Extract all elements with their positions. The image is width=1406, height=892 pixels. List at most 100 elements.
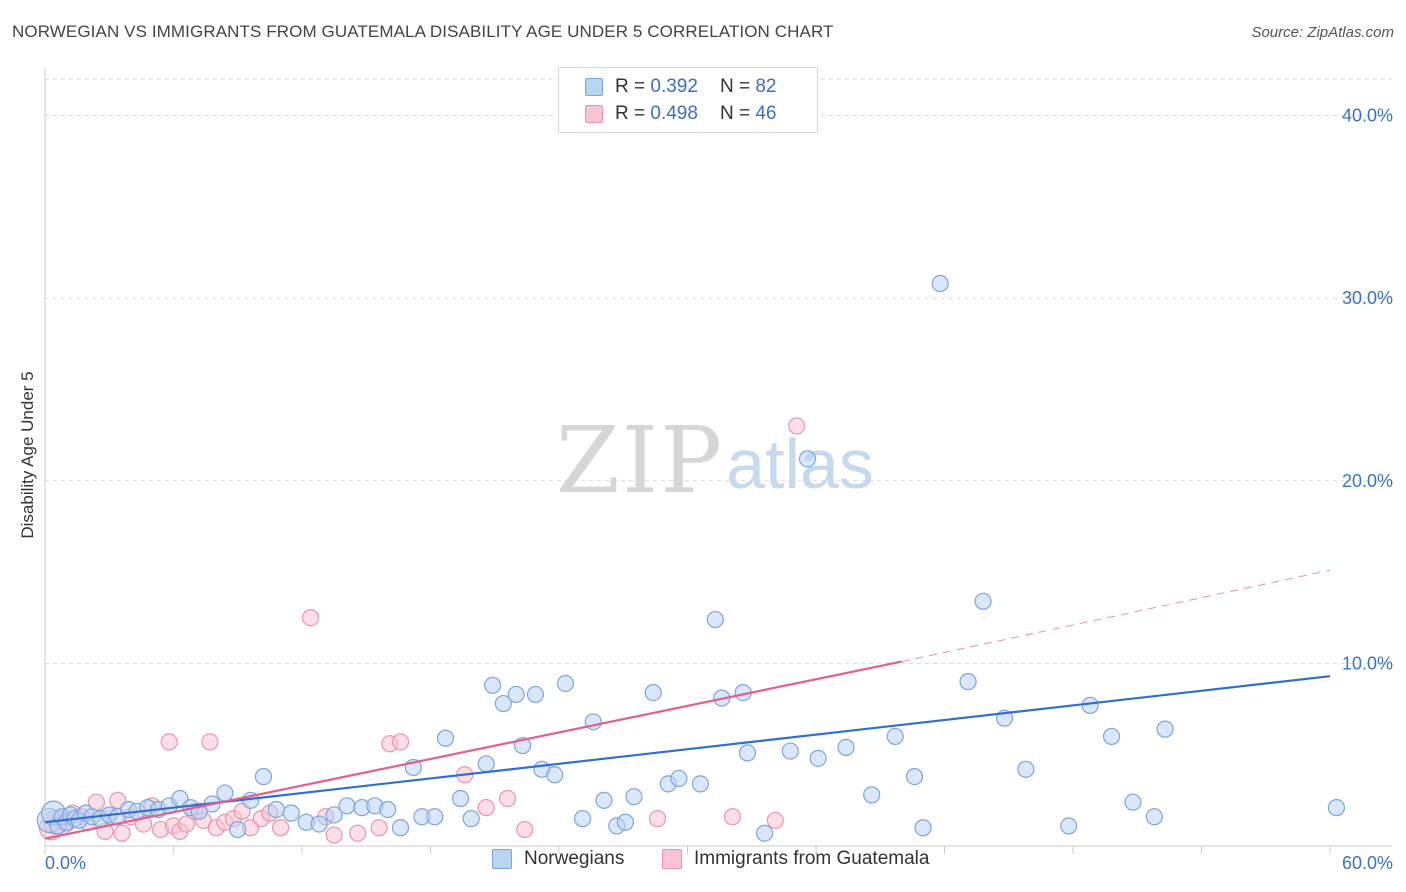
data-point: [974, 592, 992, 610]
data-point: [113, 824, 131, 842]
r-value: 0.392: [650, 76, 698, 97]
data-point: [1081, 696, 1099, 714]
data-point: [1060, 817, 1078, 835]
legend-row-guatemala: R = 0.498 N = 46: [585, 101, 776, 127]
legend-row-norwegians: R = 0.392 N = 82: [585, 74, 776, 100]
data-point: [271, 819, 290, 837]
legend-swatch-blue: [585, 78, 603, 96]
data-point: [648, 810, 667, 828]
trend-line-guatemala-extension: [901, 569, 1331, 663]
legend-item-guatemala[interactable]: Immigrants from Guatemala: [662, 848, 929, 870]
data-point: [781, 742, 799, 760]
source-label: Source: ZipAtlas.com: [1251, 24, 1394, 41]
legend-item-norwegians[interactable]: Norwegians: [492, 848, 624, 870]
watermark-atlas: atlas: [726, 425, 874, 503]
grid-lines: [45, 78, 1392, 664]
x-tick-label-min: 0.0%: [45, 853, 86, 873]
data-point: [201, 733, 219, 751]
y-tick-label: 20.0%: [1342, 471, 1393, 491]
watermark-zip: ZIP: [556, 407, 724, 514]
data-point: [788, 417, 806, 435]
r-label: R =: [615, 103, 646, 124]
data-point: [494, 694, 512, 713]
data-point: [616, 813, 634, 831]
series-legend: Norwegians Immigrants from Guatemala: [0, 848, 1406, 880]
correlation-legend: R = 0.392 N = 82 R = 0.498 N = 46: [558, 67, 818, 133]
data-point: [914, 819, 932, 837]
data-point: [229, 820, 247, 839]
y-tick-label: 40.0%: [1342, 106, 1393, 126]
data-point: [282, 804, 300, 822]
data-point: [1017, 760, 1035, 778]
data-point: [254, 768, 273, 786]
y-axis-label: Disability Age Under 5: [18, 371, 37, 539]
n-value: 46: [755, 103, 777, 124]
data-point: [670, 769, 688, 788]
data-point: [370, 819, 388, 837]
legend-swatch-norwegians: [492, 849, 512, 869]
data-point: [738, 744, 757, 762]
data-point: [160, 733, 178, 751]
data-point: [1124, 793, 1142, 811]
n-label: N =: [719, 76, 751, 97]
data-point: [644, 683, 662, 702]
data-point: [391, 733, 410, 751]
legend-label-norwegians: Norwegians: [524, 848, 625, 869]
data-point: [1156, 720, 1174, 738]
data-point: [301, 609, 320, 627]
data-point: [809, 749, 827, 767]
legend-swatch-guatemala: [662, 849, 682, 869]
data-point: [484, 676, 502, 694]
data-point: [325, 826, 343, 844]
r-label: R =: [615, 76, 646, 97]
data-point: [863, 786, 881, 804]
data-point: [379, 800, 397, 819]
n-value: 82: [755, 76, 777, 97]
data-point: [573, 810, 592, 828]
data-point: [436, 729, 455, 747]
chart-title: NORWEGIAN VS IMMIGRANTS FROM GUATEMALA D…: [12, 22, 834, 41]
y-tick-label: 30.0%: [1342, 288, 1393, 308]
data-point: [310, 815, 328, 833]
data-point: [216, 784, 234, 802]
data-point: [691, 775, 709, 793]
trend-line-guatemala: [44, 660, 902, 840]
legend-swatch-pink: [585, 105, 603, 123]
data-point: [595, 791, 613, 809]
data-point: [546, 766, 564, 784]
series-norwegians-points: [36, 274, 1346, 842]
data-point: [526, 685, 545, 704]
data-point: [1327, 799, 1346, 817]
data-point: [886, 727, 904, 746]
data-point: [905, 768, 924, 786]
data-point: [1145, 808, 1163, 826]
data-point: [837, 738, 855, 756]
data-point: [338, 797, 356, 815]
data-point: [499, 789, 517, 808]
data-point: [477, 799, 495, 817]
data-point: [507, 685, 525, 704]
data-point: [556, 674, 575, 693]
data-point: [755, 824, 774, 842]
data-point: [462, 810, 480, 828]
legend-label-guatemala: Immigrants from Guatemala: [694, 848, 930, 869]
trend-lines: [44, 569, 1331, 840]
y-tick-label: 10.0%: [1342, 653, 1393, 673]
trend-line-norwegians: [44, 675, 1331, 824]
data-point: [798, 450, 817, 468]
x-tick-label-max: 60.0%: [1342, 853, 1393, 873]
data-point: [1102, 727, 1121, 746]
n-label: N =: [719, 103, 751, 124]
data-point: [723, 808, 742, 826]
data-point: [706, 610, 724, 629]
data-point: [177, 815, 195, 833]
data-point: [267, 800, 285, 819]
data-point: [766, 811, 784, 830]
r-value: 0.498: [650, 103, 698, 124]
data-point: [426, 808, 444, 826]
data-point: [391, 819, 410, 837]
data-point: [931, 274, 949, 293]
x-tick-labels: 0.0% 60.0%: [45, 853, 1393, 873]
data-point: [451, 789, 470, 808]
